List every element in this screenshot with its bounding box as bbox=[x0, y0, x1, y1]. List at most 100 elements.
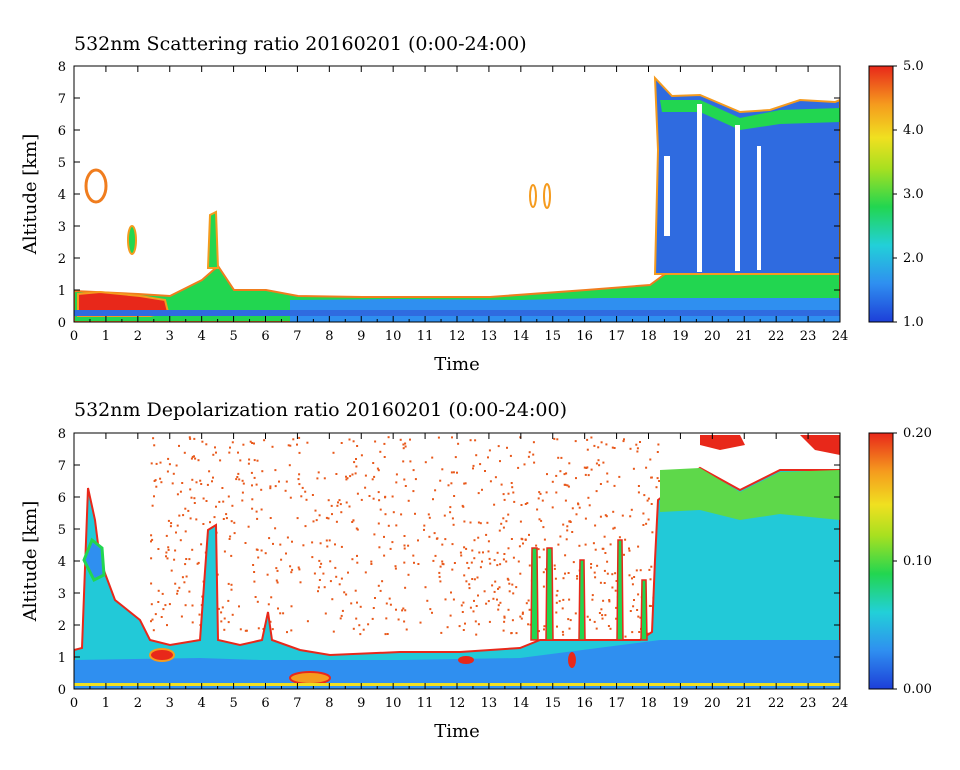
dust-plume-core bbox=[82, 537, 106, 583]
speckle-dot bbox=[202, 497, 205, 500]
speckle-dot bbox=[568, 598, 571, 601]
cloud-top-red bbox=[700, 435, 840, 455]
speckle-dot bbox=[211, 480, 213, 483]
speckle-dot bbox=[255, 510, 258, 513]
speckle-dot bbox=[453, 562, 456, 564]
speckle-dot bbox=[290, 571, 293, 574]
speckle-dot bbox=[151, 504, 154, 507]
speckle-dot bbox=[152, 629, 155, 632]
speckle-dot bbox=[554, 577, 557, 580]
speckle-dot bbox=[656, 451, 659, 453]
speckle-dot bbox=[379, 450, 382, 453]
speckle-dot bbox=[474, 439, 477, 442]
speckle-dot bbox=[212, 476, 214, 479]
speckle-dot bbox=[631, 577, 633, 580]
speckle-dot bbox=[317, 586, 320, 589]
speckle-dot bbox=[489, 480, 492, 483]
speckle-dot bbox=[510, 482, 513, 484]
speckle-dot bbox=[576, 575, 579, 578]
speckle-dot bbox=[372, 497, 375, 500]
speckle-dot bbox=[462, 601, 465, 604]
speckle-dot bbox=[524, 538, 527, 541]
speckle-dot bbox=[567, 618, 570, 621]
x-tick-label: 9 bbox=[357, 329, 365, 344]
speckle-dot bbox=[432, 498, 434, 501]
speckle-dot bbox=[412, 490, 415, 493]
y-tick-label: 0 bbox=[58, 316, 66, 331]
speckle-dot bbox=[222, 500, 225, 503]
colorbar bbox=[868, 65, 894, 323]
column-feature-15h bbox=[545, 547, 554, 641]
speckle-dot bbox=[170, 569, 173, 572]
speckle-dot bbox=[191, 621, 194, 624]
speckle-dot bbox=[608, 600, 611, 603]
speckle-dot bbox=[184, 563, 187, 566]
speckle-dot bbox=[289, 496, 292, 499]
speckle-dot bbox=[335, 520, 338, 523]
speckle-dot bbox=[611, 573, 614, 576]
speckle-dot bbox=[403, 561, 406, 564]
speckle-dot bbox=[519, 520, 522, 523]
speckle-dot bbox=[394, 565, 397, 568]
speckle-dot bbox=[356, 554, 358, 557]
speckle-dot bbox=[250, 471, 253, 474]
speckle-dot bbox=[332, 451, 335, 454]
speckle-dot bbox=[318, 514, 321, 517]
x-tick-label: 16 bbox=[576, 329, 593, 344]
speckle-dot bbox=[463, 482, 466, 485]
x-tick-label: 10 bbox=[385, 329, 402, 344]
speckle-dot bbox=[150, 540, 152, 543]
speckle-dot bbox=[545, 491, 548, 494]
speckle-dot bbox=[631, 631, 634, 634]
speckle-dot bbox=[182, 514, 185, 517]
speckle-dot bbox=[594, 576, 597, 579]
speckle-dot bbox=[601, 617, 604, 620]
speckle-dot bbox=[239, 459, 242, 462]
speckle-dot bbox=[588, 504, 591, 507]
speckle-dot bbox=[385, 602, 388, 605]
speckle-dot bbox=[317, 590, 319, 593]
speckle-dot bbox=[355, 458, 357, 460]
speckle-dot bbox=[412, 554, 415, 557]
speckle-dot bbox=[507, 492, 510, 495]
speckle-dot bbox=[304, 525, 307, 528]
speckle-dot bbox=[441, 468, 444, 471]
speckle-dot bbox=[247, 462, 250, 465]
x-tick-label: 16 bbox=[576, 696, 593, 711]
speckle-dot bbox=[352, 440, 355, 443]
speckle-dot bbox=[169, 525, 172, 528]
speckle-dot bbox=[256, 600, 259, 603]
speckle-dot bbox=[497, 604, 500, 607]
speckle-dot bbox=[261, 470, 264, 473]
speckle-dot bbox=[150, 603, 153, 606]
speckle-dot bbox=[631, 583, 634, 586]
speckle-dot bbox=[373, 533, 376, 536]
speckle-dot bbox=[481, 560, 483, 563]
speckle-dot bbox=[269, 485, 272, 488]
speckle-dot bbox=[506, 446, 508, 449]
speckle-dot bbox=[412, 469, 415, 472]
speckle-dot bbox=[566, 525, 569, 528]
chart-title: 532nm Scattering ratio 20160201 (0:00-24… bbox=[74, 33, 527, 55]
speckle-dot bbox=[488, 449, 491, 452]
speckle-dot bbox=[407, 544, 410, 547]
speckle-dot bbox=[564, 572, 566, 575]
speckle-dot bbox=[191, 478, 194, 481]
speckle-dot bbox=[611, 446, 614, 449]
y-tick-label: 1 bbox=[58, 651, 66, 666]
speckle-dot bbox=[403, 535, 406, 537]
speckle-dot bbox=[385, 617, 388, 620]
speckle-dot bbox=[150, 534, 153, 537]
red-patch-12h bbox=[458, 656, 474, 664]
y-tick-label: 4 bbox=[58, 188, 66, 203]
speckle-dot bbox=[409, 438, 411, 441]
speckle-dot bbox=[395, 473, 398, 476]
speckle-dot bbox=[449, 614, 452, 617]
speckle-dot bbox=[451, 517, 454, 520]
speckle-dot bbox=[175, 464, 178, 467]
speckle-dot bbox=[267, 603, 270, 606]
speckle-dot bbox=[338, 583, 341, 586]
speckle-dot bbox=[564, 554, 567, 557]
column-feature-18h bbox=[640, 579, 648, 641]
speckle-dot bbox=[622, 440, 625, 443]
